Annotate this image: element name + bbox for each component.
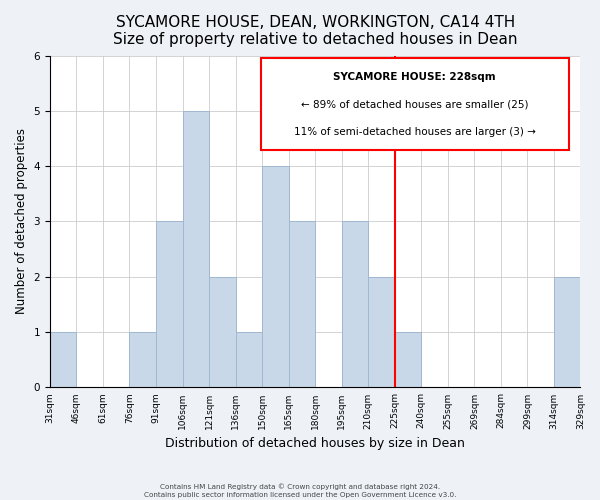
X-axis label: Distribution of detached houses by size in Dean: Distribution of detached houses by size …	[165, 437, 465, 450]
Text: SYCAMORE HOUSE: 228sqm: SYCAMORE HOUSE: 228sqm	[334, 72, 496, 82]
Bar	[289, 222, 315, 388]
Y-axis label: Number of detached properties: Number of detached properties	[15, 128, 28, 314]
Bar	[236, 332, 262, 388]
Text: ← 89% of detached houses are smaller (25): ← 89% of detached houses are smaller (25…	[301, 99, 529, 109]
Bar	[554, 277, 580, 388]
Bar	[130, 332, 156, 388]
Bar	[182, 111, 209, 388]
Bar	[209, 277, 236, 388]
Text: Contains HM Land Registry data © Crown copyright and database right 2024.
Contai: Contains HM Land Registry data © Crown c…	[144, 484, 456, 498]
Bar	[395, 332, 421, 388]
Bar	[156, 222, 182, 388]
Bar	[368, 277, 395, 388]
FancyBboxPatch shape	[261, 58, 569, 150]
Title: SYCAMORE HOUSE, DEAN, WORKINGTON, CA14 4TH
Size of property relative to detached: SYCAMORE HOUSE, DEAN, WORKINGTON, CA14 4…	[113, 15, 517, 48]
Bar	[262, 166, 289, 388]
Text: 11% of semi-detached houses are larger (3) →: 11% of semi-detached houses are larger (…	[294, 127, 536, 137]
Bar	[50, 332, 76, 388]
Bar	[342, 222, 368, 388]
